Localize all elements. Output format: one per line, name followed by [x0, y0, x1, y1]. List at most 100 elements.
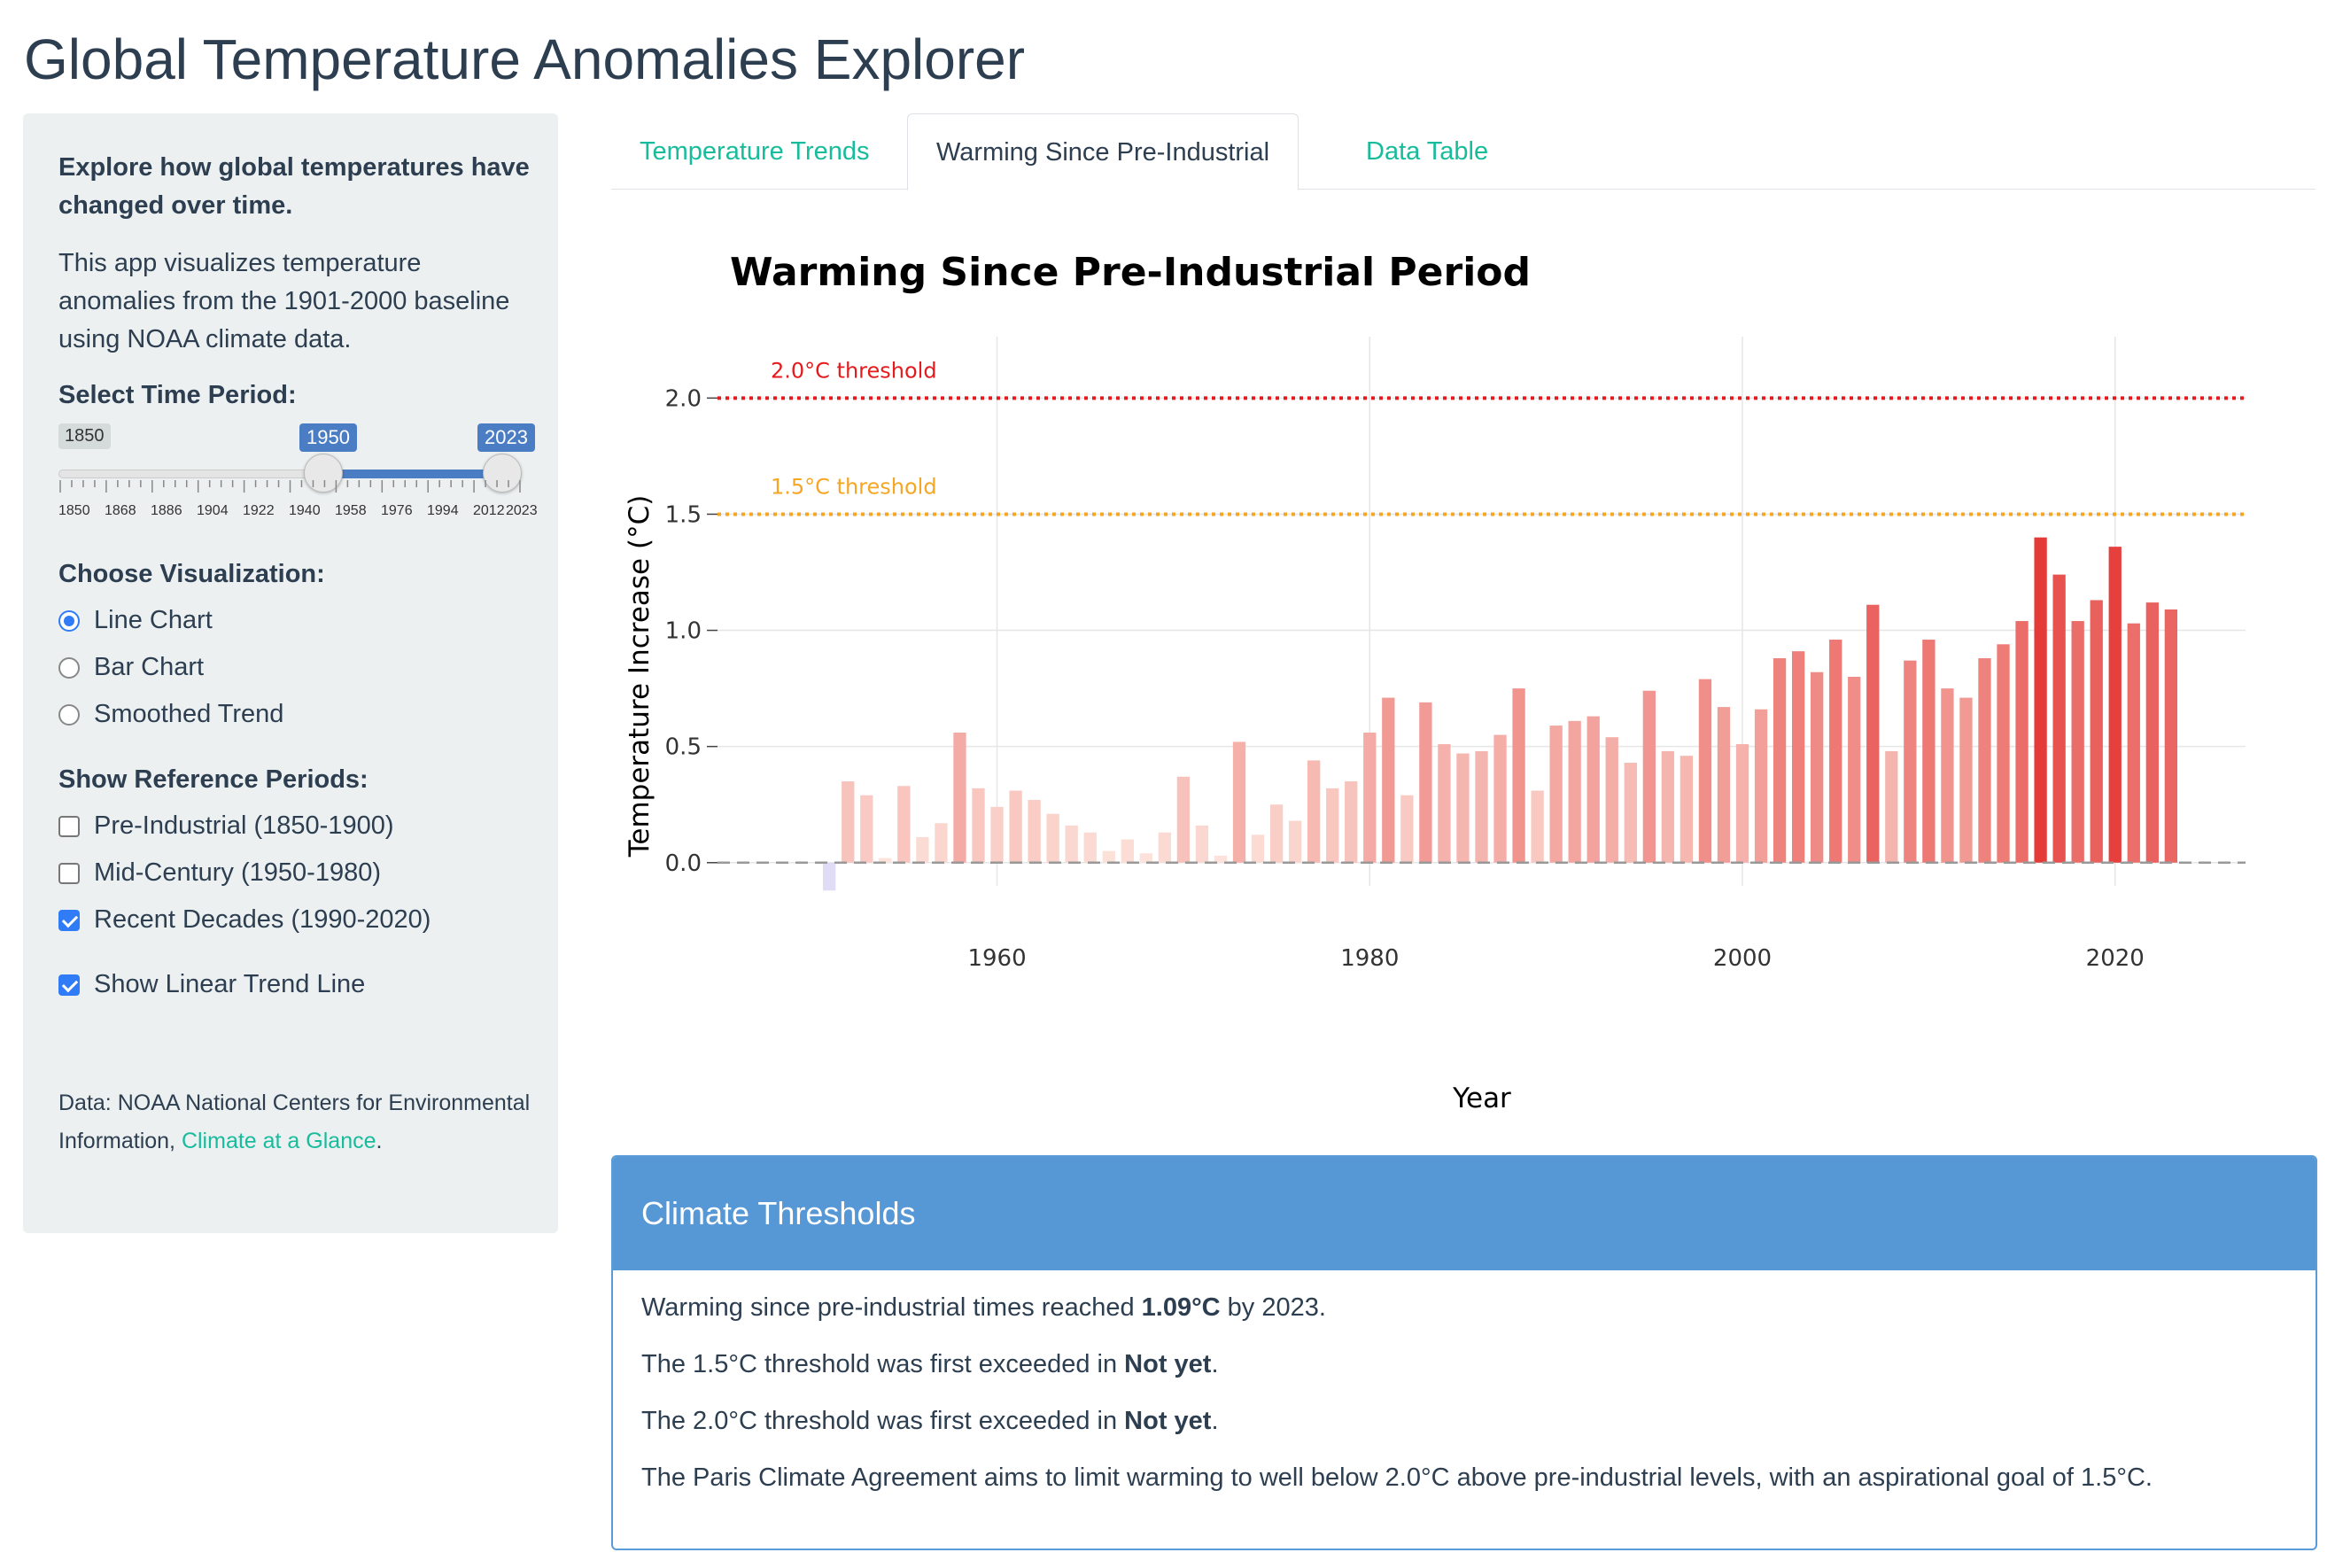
bar-1971	[1195, 825, 1209, 863]
bar-2008	[1885, 750, 1898, 863]
y-tick-label: 2.0	[665, 385, 702, 412]
y-tick-label: 1.5	[665, 501, 702, 528]
bar-1951	[823, 862, 836, 891]
x-tick-label: 1980	[1340, 945, 1399, 972]
bar-1997	[1679, 756, 1694, 863]
radio-label: Line Chart	[94, 606, 213, 634]
bar-1964	[1065, 825, 1078, 863]
slider-tick-labels: 1850 1868 1886 1904 1922 1940 1958 1976 1994 2012…	[58, 503, 555, 524]
bar-1967	[1121, 839, 1134, 863]
bar-1974	[1251, 834, 1265, 863]
bar-1955	[897, 786, 911, 863]
bar-1966	[1102, 850, 1115, 863]
bar-1970	[1176, 776, 1191, 863]
bar-2004	[1811, 671, 1824, 863]
bar-1979	[1345, 781, 1358, 863]
threshold-15-summary: The 1.5°C threshold was first exceeded i…	[641, 1348, 2287, 1380]
bar-1969	[1158, 832, 1172, 863]
checkbox[interactable]	[58, 815, 80, 837]
bar-1992	[1586, 716, 1600, 863]
bar-2020	[2108, 547, 2122, 863]
bar-1972	[1214, 855, 1228, 863]
bar-1984	[1438, 744, 1451, 863]
bar-1973	[1232, 741, 1246, 863]
text: .	[1211, 1350, 1219, 1378]
radio-label: Smoothed Trend	[94, 700, 284, 728]
slider-to-value: 2023	[477, 423, 535, 452]
bar-1977	[1307, 760, 1321, 863]
tab-warming-since-pre-industrial[interactable]: Warming Since Pre-Industrial	[907, 113, 1299, 190]
bar-1968	[1139, 853, 1152, 863]
bar-2000	[1735, 744, 1749, 863]
radio-bar-chart[interactable]: Bar Chart	[58, 653, 204, 682]
warming-value: 1.09°C	[1141, 1293, 1221, 1322]
bar-1956	[916, 836, 929, 863]
bar-1976	[1288, 820, 1302, 863]
card-body: Warming since pre-industrial times reach…	[613, 1270, 2316, 1540]
checkbox-label: Pre-Industrial (1850-1900)	[94, 811, 394, 840]
bar-1988	[1512, 688, 1525, 863]
bar-1959	[972, 788, 985, 863]
checkbox[interactable]	[58, 909, 80, 931]
radio-button[interactable]	[58, 609, 80, 632]
slider-tick-label: 1922	[243, 503, 275, 518]
text: The 2.0°C threshold was first exceeded i…	[641, 1407, 1125, 1435]
bar-1987	[1493, 734, 1507, 863]
time-period-slider-range	[323, 470, 511, 478]
text: The 1.5°C threshold was first exceeded i…	[641, 1350, 1125, 1378]
intro-heading: Explore how global temperatures have cha…	[58, 153, 530, 220]
bar-2006	[1848, 677, 1861, 863]
time-period-label: Select Time Period:	[58, 381, 297, 409]
paris-agreement-note: The Paris Climate Agreement aims to limi…	[641, 1463, 2153, 1492]
radio-button[interactable]	[58, 656, 80, 679]
bar-2013	[1978, 658, 1991, 863]
slider-tick-label: 1958	[335, 503, 367, 518]
bar-2002	[1773, 658, 1787, 863]
checkbox-pre-industrial[interactable]: Pre-Industrial (1850-1900)	[58, 811, 394, 841]
bar-1990	[1549, 726, 1563, 863]
checkbox[interactable]	[58, 974, 80, 996]
slider-tick-label: 1868	[105, 503, 136, 518]
radio-smoothed-trend[interactable]: Smoothed Trend	[58, 700, 283, 729]
checkbox-recent-decades[interactable]: Recent Decades (1990-2020)	[58, 905, 431, 935]
bar-1996	[1661, 750, 1675, 863]
slider-tick-label: 1994	[427, 503, 459, 518]
bar-2011	[1941, 688, 1954, 863]
bar-2014	[1997, 644, 2010, 863]
bar-2001	[1754, 709, 1768, 863]
slider-ticks	[59, 480, 521, 493]
tab-data-table[interactable]: Data Table	[1366, 137, 1489, 166]
reference-periods-label: Show Reference Periods:	[58, 765, 368, 794]
chart-title: Warming Since Pre-Industrial Period	[730, 250, 1531, 295]
bar-1978	[1326, 788, 1339, 863]
card-title: Climate Thresholds	[613, 1157, 2316, 1270]
radio-button[interactable]	[58, 703, 80, 726]
checkbox-trend-line[interactable]: Show Linear Trend Line	[58, 970, 365, 999]
slider-handle-to[interactable]	[483, 454, 522, 493]
slider-tick-label: 2012	[473, 503, 505, 518]
bar-1993	[1605, 737, 1618, 863]
threshold-label: 2.0°C threshold	[771, 358, 937, 383]
bar-1954	[879, 858, 892, 863]
bar-1985	[1456, 753, 1470, 863]
threshold-20-summary: The 2.0°C threshold was first exceeded i…	[641, 1405, 2287, 1437]
slider-tick-label: 1940	[289, 503, 321, 518]
bar-2007	[1866, 604, 1880, 863]
bar-1986	[1475, 750, 1488, 863]
tab-temperature-trends[interactable]: Temperature Trends	[640, 137, 870, 166]
tab-bar: Temperature Trends Warming Since Pre-Ind…	[611, 113, 2316, 190]
warming-summary: Warming since pre-industrial times reach…	[641, 1292, 2287, 1323]
bar-2003	[1791, 651, 1805, 863]
bar-2016	[2034, 537, 2047, 863]
slider-handle-from[interactable]	[304, 454, 343, 493]
bar-1982	[1400, 795, 1414, 863]
threshold-20-value: Not yet	[1124, 1407, 1212, 1435]
bar-2022	[2145, 602, 2159, 863]
bar-1991	[1568, 720, 1581, 863]
checkbox[interactable]	[58, 862, 80, 884]
source-link[interactable]: Climate at a Glance	[181, 1129, 376, 1153]
radio-line-chart[interactable]: Line Chart	[58, 606, 213, 635]
bar-1963	[1046, 813, 1059, 863]
bar-1981	[1382, 697, 1395, 863]
checkbox-mid-century[interactable]: Mid-Century (1950-1980)	[58, 858, 381, 888]
